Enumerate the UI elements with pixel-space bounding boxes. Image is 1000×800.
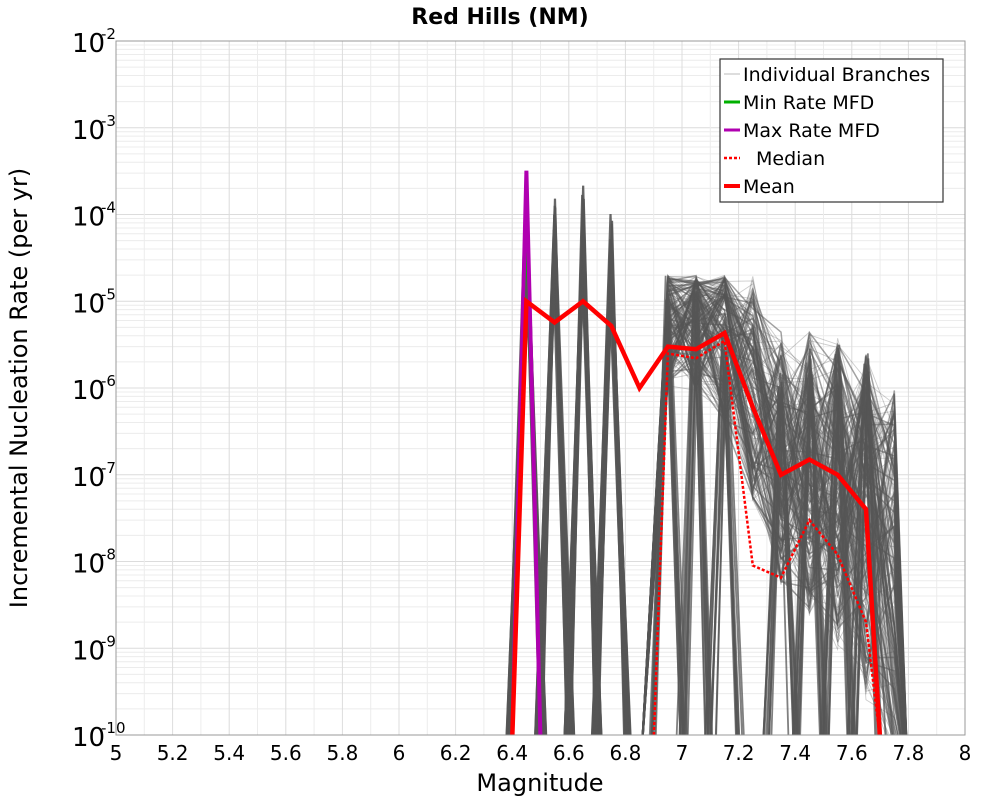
chart-title: Red Hills (NM) bbox=[411, 5, 588, 30]
x-tick-label: 7.8 bbox=[892, 741, 924, 765]
y-tick-label: 10-5 bbox=[72, 285, 116, 319]
y-tick-label: 10-3 bbox=[72, 112, 116, 146]
branch-line bbox=[679, 281, 713, 735]
branch-line bbox=[651, 292, 686, 735]
y-tick-exponent: -8 bbox=[101, 546, 116, 564]
branch-line bbox=[539, 231, 570, 735]
x-tick-label: 5.8 bbox=[326, 741, 358, 765]
y-tick-base: 10 bbox=[72, 289, 105, 319]
branch-line bbox=[642, 290, 907, 735]
branch-line bbox=[642, 291, 907, 735]
branch-line bbox=[642, 286, 907, 735]
y-tick-label: 10-6 bbox=[72, 372, 116, 406]
branch-line bbox=[641, 278, 906, 735]
branch-line bbox=[822, 385, 851, 735]
y-tick-base: 10 bbox=[72, 29, 105, 59]
x-axis-label: Magnitude bbox=[476, 769, 603, 797]
branch-line bbox=[799, 367, 822, 735]
branch-line bbox=[762, 393, 800, 735]
branch-line bbox=[767, 386, 790, 735]
branch-line bbox=[793, 358, 828, 735]
legend-entry-label: Min Rate MFD bbox=[743, 92, 874, 114]
series-layer bbox=[510, 170, 883, 735]
y-axis-label: Incremental Nucleation Rate (per yr) bbox=[5, 168, 33, 608]
x-tick-label: 5.2 bbox=[157, 741, 189, 765]
branch-line bbox=[768, 387, 794, 735]
y-tick-base: 10 bbox=[72, 116, 105, 146]
y-tick-exponent: -10 bbox=[101, 719, 126, 737]
legend-entry-label: Mean bbox=[743, 176, 795, 198]
y-tick-base: 10 bbox=[72, 550, 105, 580]
branch-line bbox=[595, 252, 628, 735]
y-tick-base: 10 bbox=[72, 376, 105, 406]
branch-line bbox=[566, 194, 600, 735]
branch-line bbox=[709, 355, 743, 735]
mean-line bbox=[510, 296, 883, 735]
x-tick-label: 7 bbox=[676, 741, 689, 765]
y-tick-exponent: -5 bbox=[101, 285, 116, 303]
x-tick-label: 7.4 bbox=[779, 741, 811, 765]
plot-frame bbox=[115, 40, 966, 736]
y-tick-base: 10 bbox=[72, 463, 105, 493]
branch-line bbox=[642, 294, 908, 735]
x-tick-label: 7.2 bbox=[723, 741, 755, 765]
branch-line bbox=[706, 322, 741, 735]
x-tick-label: 6.6 bbox=[553, 741, 585, 765]
branch-line bbox=[642, 283, 907, 735]
x-tick-label: 5 bbox=[110, 741, 123, 765]
y-tick-exponent: -9 bbox=[101, 632, 116, 650]
x-tick-label: 8 bbox=[959, 741, 972, 765]
y-tick-exponent: -2 bbox=[101, 25, 116, 43]
branch-line bbox=[642, 300, 903, 735]
x-tick-label: 5.4 bbox=[213, 741, 245, 765]
y-tick-exponent: -3 bbox=[101, 112, 116, 130]
y-tick-exponent: -6 bbox=[101, 372, 116, 390]
median-line bbox=[652, 338, 881, 735]
branch-line bbox=[854, 358, 882, 735]
x-tick-label: 6 bbox=[393, 741, 406, 765]
branch-line bbox=[591, 238, 632, 735]
x-tick-label: 6.8 bbox=[609, 741, 641, 765]
y-tick-label: 10-7 bbox=[72, 459, 116, 493]
legend-entry-label: Individual Branches bbox=[743, 64, 930, 86]
y-tick-label: 10-9 bbox=[72, 632, 116, 666]
y-tick-base: 10 bbox=[72, 203, 105, 233]
branch-line bbox=[686, 313, 710, 735]
y-tick-label: 10-2 bbox=[72, 25, 116, 59]
legend-entry-label: Median bbox=[756, 148, 825, 170]
x-tick-label: 5.6 bbox=[270, 741, 302, 765]
y-tick-exponent: -4 bbox=[101, 199, 116, 217]
y-tick-label: 10-8 bbox=[72, 546, 116, 580]
legend-entry-label: Max Rate MFD bbox=[743, 120, 880, 142]
axis-layer: 5 5.2 5.4 5.6 5.8 6 6.2 6.4 6.6 6.8 7 7.2 7.4 7.6 7.8 8… bbox=[72, 25, 971, 765]
x-tick-label: 6.2 bbox=[440, 741, 472, 765]
x-tick-label: 7.6 bbox=[836, 741, 868, 765]
y-tick-label: 10-10 bbox=[72, 719, 126, 753]
y-tick-exponent: -7 bbox=[101, 459, 116, 477]
branch-line bbox=[650, 275, 682, 735]
legend: Individual Branches Min Rate MFD Max Rate … bbox=[719, 58, 944, 203]
branch-line bbox=[642, 343, 906, 735]
y-tick-base: 10 bbox=[72, 636, 105, 666]
y-tick-label: 10-4 bbox=[72, 199, 116, 233]
x-tick-label: 6.4 bbox=[496, 741, 528, 765]
legend-box bbox=[719, 58, 944, 203]
y-tick-base: 10 bbox=[72, 723, 105, 753]
